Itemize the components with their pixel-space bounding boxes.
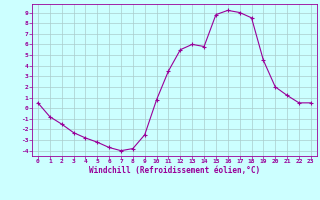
X-axis label: Windchill (Refroidissement éolien,°C): Windchill (Refroidissement éolien,°C)	[89, 166, 260, 175]
